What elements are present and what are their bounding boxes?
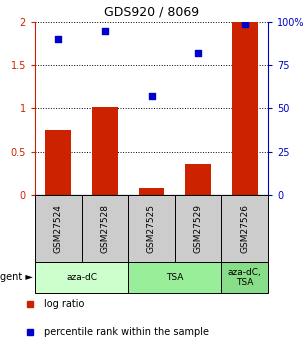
Bar (175, 195, 221, 262)
Text: GSM27529: GSM27529 (194, 204, 203, 253)
Text: agent ►: agent ► (0, 273, 33, 283)
Bar (82, 195, 128, 262)
Bar (139, 188, 164, 195)
Point (196, 50, 201, 56)
Bar (232, 22, 258, 195)
Text: GSM27528: GSM27528 (100, 204, 109, 253)
Point (149, 93, 154, 99)
Bar (35, 262, 128, 293)
Text: log ratio: log ratio (45, 299, 85, 309)
Point (102, 28, 107, 33)
Text: GSM27526: GSM27526 (240, 204, 249, 253)
Bar (35, 195, 82, 262)
Bar (185, 164, 211, 195)
Bar (92, 107, 118, 195)
Bar (45, 130, 71, 195)
Text: GDS920 / 8069: GDS920 / 8069 (104, 6, 199, 19)
Bar (128, 195, 175, 262)
Text: aza-dC: aza-dC (66, 273, 97, 282)
Point (56, 37, 61, 42)
Text: percentile rank within the sample: percentile rank within the sample (45, 327, 209, 337)
Bar (221, 262, 268, 293)
Text: GSM27525: GSM27525 (147, 204, 156, 253)
Point (242, 21, 247, 27)
Bar (128, 262, 221, 293)
Text: aza-dC,
TSA: aza-dC, TSA (228, 268, 261, 287)
Text: GSM27524: GSM27524 (54, 204, 63, 253)
Bar (221, 195, 268, 262)
Text: TSA: TSA (166, 273, 184, 282)
